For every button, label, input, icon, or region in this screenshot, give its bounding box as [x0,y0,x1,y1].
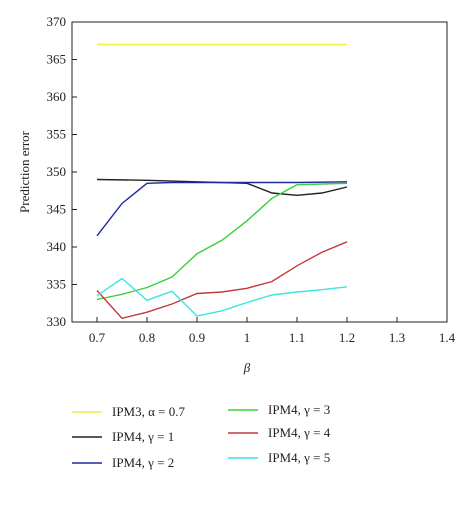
series-line-2 [96,178,348,197]
x-axis-ticks: 0.7 0.8 0.9 1 1.1 1.2 1.3 1.4 [89,317,456,345]
series-line-6 [96,277,348,317]
x-tick-label: 1.4 [439,330,456,345]
legend-label: IPM4, γ = 1 [112,429,174,444]
x-tick-label: 1 [244,330,251,345]
x-tick-label: 0.7 [89,330,106,345]
series-line-5 [96,241,348,320]
x-tick-label: 1.3 [389,330,405,345]
y-tick-label: 335 [47,277,67,292]
y-tick-label: 330 [47,314,67,329]
plot-frame [71,21,448,323]
legend: IPM3, α = 0.7 IPM4, γ = 1 IPM4, γ = 2 IPM4,… [72,402,331,470]
series-line-3 [96,181,348,237]
series-lines [96,43,348,320]
x-tick-label: 1.2 [339,330,355,345]
y-tick-label: 340 [47,239,67,254]
x-tick-label: 0.8 [139,330,155,345]
x-axis-label: β [243,360,251,375]
y-tick-label: 370 [47,14,67,29]
y-tick-label: 345 [47,202,67,217]
legend-label: IPM3, α = 0.7 [112,404,186,419]
y-tick-label: 350 [47,164,67,179]
legend-label: IPM4, γ = 2 [112,455,174,470]
legend-label: IPM4, γ = 5 [268,450,330,465]
y-axis-ticks: 330 335 340 345 350 355 360 365 370 [47,14,77,329]
x-tick-label: 0.9 [189,330,205,345]
legend-label: IPM4, γ = 3 [268,402,330,417]
y-tick-label: 365 [47,52,67,67]
y-tick-label: 360 [47,89,67,104]
legend-label: IPM4, γ = 4 [268,425,331,440]
series-line-4 [96,182,348,301]
y-tick-label: 355 [47,127,67,142]
x-tick-label: 1.1 [289,330,305,345]
y-axis-label: Prediction error [17,130,32,213]
